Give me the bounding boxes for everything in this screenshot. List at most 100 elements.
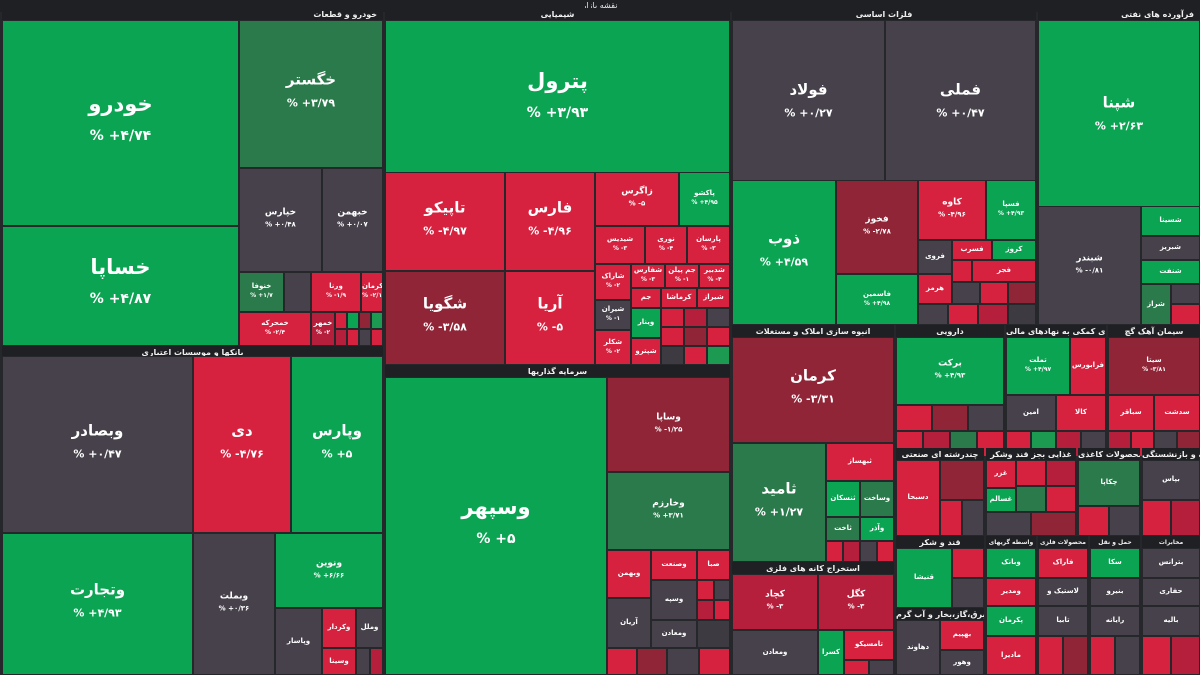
tile-dast-small-2[interactable] [1171, 636, 1200, 675]
tile-hnl-small-2[interactable] [1115, 636, 1140, 675]
tile-tamsiko[interactable]: تامسیکو [844, 630, 894, 660]
tile-bimeh-small-1[interactable] [1142, 500, 1171, 536]
tile-farh[interactable]: فجر [972, 260, 1036, 282]
tile-khodro-small-9[interactable] [371, 329, 383, 346]
tile-khodro-small-2[interactable] [335, 312, 347, 329]
tile-chem-small-5[interactable] [684, 327, 707, 346]
tile-khmehr[interactable]: خمهر% -۲ [311, 312, 335, 346]
tile-vaseh[interactable]: وسپه [651, 580, 697, 620]
tile-shdabir[interactable]: شدبیر% -۴ [699, 264, 730, 288]
tile-chand-small-1[interactable] [940, 500, 962, 536]
tile-vamadir[interactable]: ومدیر [986, 578, 1036, 606]
tile-femli[interactable]: فملی% +۰/۴۷ [885, 20, 1036, 188]
tile-vafar[interactable]: وآذر [860, 517, 894, 541]
tile-ghosalam[interactable]: غسالم [986, 488, 1016, 512]
tile-naft-small-2[interactable] [1171, 304, 1200, 325]
tile-vasepehr[interactable]: وسپهر% +۵ [385, 377, 607, 675]
tile-kermasha[interactable]: کرماشا [661, 288, 697, 308]
tile-faraz[interactable]: فاراک [1038, 548, 1088, 578]
tile-bazargan[interactable]: بنیرو [1090, 578, 1140, 606]
tile-sar-small-2[interactable] [714, 580, 730, 600]
tile-chandreshte-2[interactable] [940, 460, 984, 500]
tile-est-small-1[interactable] [844, 660, 869, 675]
tile-felez-small-4[interactable] [1008, 282, 1036, 304]
tile-paksan[interactable]: پکرمان [986, 606, 1036, 636]
tile-shebriz[interactable]: شبریز [1141, 236, 1200, 260]
tile-jampt[interactable]: جم [631, 288, 661, 308]
tile-badala[interactable]: بالیه [1142, 606, 1200, 636]
tile-vepars[interactable]: وپارس% +۵ [291, 356, 383, 533]
tile-chand-small-2[interactable] [962, 500, 984, 536]
tile-chem-small-2[interactable] [684, 308, 707, 327]
tile-fooroy[interactable]: فروی [918, 240, 952, 274]
tile-khodro-small-1[interactable] [284, 272, 311, 312]
tile-vebmelat[interactable]: وبملت% +۰/۳۶ [193, 533, 275, 675]
tile-sita[interactable]: سیتا% -۳/۸۱ [1108, 337, 1200, 395]
tile-daroui-small-2[interactable] [932, 405, 968, 431]
tile-vanovin[interactable]: ونوین% +۶/۶۶ [275, 533, 383, 608]
tile-sar-small-6[interactable] [607, 648, 637, 675]
tile-hormoz[interactable]: هرمز [918, 274, 952, 304]
tile-khodro-small-3[interactable] [347, 312, 359, 329]
tile-kala[interactable]: کالا [1056, 395, 1106, 431]
tile-ghaz-small-4[interactable] [1046, 486, 1076, 512]
tile-shsina[interactable]: شیدیس% -۳ [595, 226, 645, 264]
tile-khodro-small-8[interactable] [359, 329, 371, 346]
tile-vakaradar[interactable]: وکردار [322, 608, 356, 648]
tile-zob[interactable]: ذوب% +۴/۵۹ [732, 180, 836, 325]
tile-shsd[interactable]: شاراک% -۲ [595, 264, 631, 300]
tile-sakht[interactable]: ثاخت [826, 517, 860, 541]
tile-chakaran[interactable]: چکاپا [1078, 460, 1140, 506]
tile-khemehrgan[interactable]: خمحرکه% -۲/۴ [239, 312, 311, 346]
tile-arian[interactable]: آریان [607, 598, 651, 648]
tile-khodrovet[interactable]: خنوفا% +۱/۷ [239, 272, 284, 312]
tile-vabahman[interactable]: وبهمن [607, 550, 651, 598]
tile-sar-small-9[interactable] [699, 648, 730, 675]
tile-shegooya[interactable]: شگویا% -۳/۵۸ [385, 271, 505, 365]
tile-khekrman[interactable]: خکرمان% -۲/۱ [361, 272, 383, 312]
tile-khodro-small-5[interactable] [371, 312, 383, 329]
tile-sar-small-1[interactable] [697, 580, 714, 600]
tile-dsobha[interactable]: دسبحا [896, 460, 940, 536]
tile-amlak-small-2[interactable] [843, 541, 860, 562]
tile-khoroz[interactable]: غزر [986, 460, 1016, 488]
tile-ghaz-small-2[interactable] [1046, 460, 1076, 486]
tile-vsanat[interactable]: وصنعت [651, 550, 697, 580]
tile-kharazm[interactable]: حفاری [1142, 578, 1200, 606]
tile-kaveh[interactable]: کاوه% -۴/۹۶ [918, 180, 986, 240]
tile-fesapa[interactable]: فسپا% +۴/۹۳ [986, 180, 1036, 240]
tile-bahman[interactable]: بهپیم [940, 620, 984, 650]
tile-daroui-small-3[interactable] [968, 405, 1004, 431]
tile-felez-small-5[interactable] [918, 304, 948, 325]
tile-ghaz-small-3[interactable] [1016, 486, 1046, 512]
tile-ghandfa[interactable]: قنیشا [896, 548, 952, 608]
tile-vetejarat[interactable]: وتجارت% +۴/۹۳ [2, 533, 193, 675]
tile-shraz[interactable]: شراز [1141, 284, 1171, 325]
tile-tamlat[interactable]: تملت% +۴/۹۷ [1006, 337, 1070, 395]
tile-vorna[interactable]: ورنا% -۱/۹ [311, 272, 361, 312]
tile-sabagh[interactable]: سباقر [1108, 395, 1154, 431]
tile-vebsader[interactable]: وبصادر% +۰/۴۷ [2, 356, 193, 533]
tile-kashi-small-2[interactable] [1109, 506, 1140, 536]
tile-kachad[interactable]: کچاد% -۳ [732, 574, 818, 630]
tile-khebahman[interactable]: خبهمن% +۰/۰۷ [322, 168, 383, 272]
tile-chem-small-1[interactable] [661, 308, 684, 327]
tile-felez-small-8[interactable] [1008, 304, 1036, 325]
tile-rayaneh[interactable]: رایانه [1090, 606, 1140, 636]
tile-vameadan[interactable]: ومعادن [732, 630, 818, 675]
tile-zagros[interactable]: زاگرس% -۵ [595, 172, 679, 226]
tile-fekhooz[interactable]: فخوز% -۲/۷۸ [836, 180, 918, 274]
tile-felez-small-7[interactable] [978, 304, 1008, 325]
tile-bank-small-1[interactable] [356, 648, 370, 675]
tile-ghaz-small-1[interactable] [1016, 460, 1046, 486]
tile-fars[interactable]: فارس% -۴/۹۶ [505, 172, 595, 271]
tile-khapars[interactable]: خپارس% +۰/۴۸ [239, 168, 322, 272]
tile-sar-small-5[interactable] [697, 620, 730, 648]
tile-saba[interactable]: صبا [697, 550, 730, 580]
tile-tapiko[interactable]: تاپیکو% -۴/۹۷ [385, 172, 505, 271]
tile-fasami[interactable]: فاسمین% +۴/۹۸ [836, 274, 918, 325]
tile-vesakhtar[interactable]: وساخت [860, 481, 894, 517]
tile-chem-small-4[interactable] [661, 327, 684, 346]
tile-chem-small-6[interactable] [707, 327, 730, 346]
tile-shtran[interactable]: شکلر% -۲ [595, 330, 631, 365]
